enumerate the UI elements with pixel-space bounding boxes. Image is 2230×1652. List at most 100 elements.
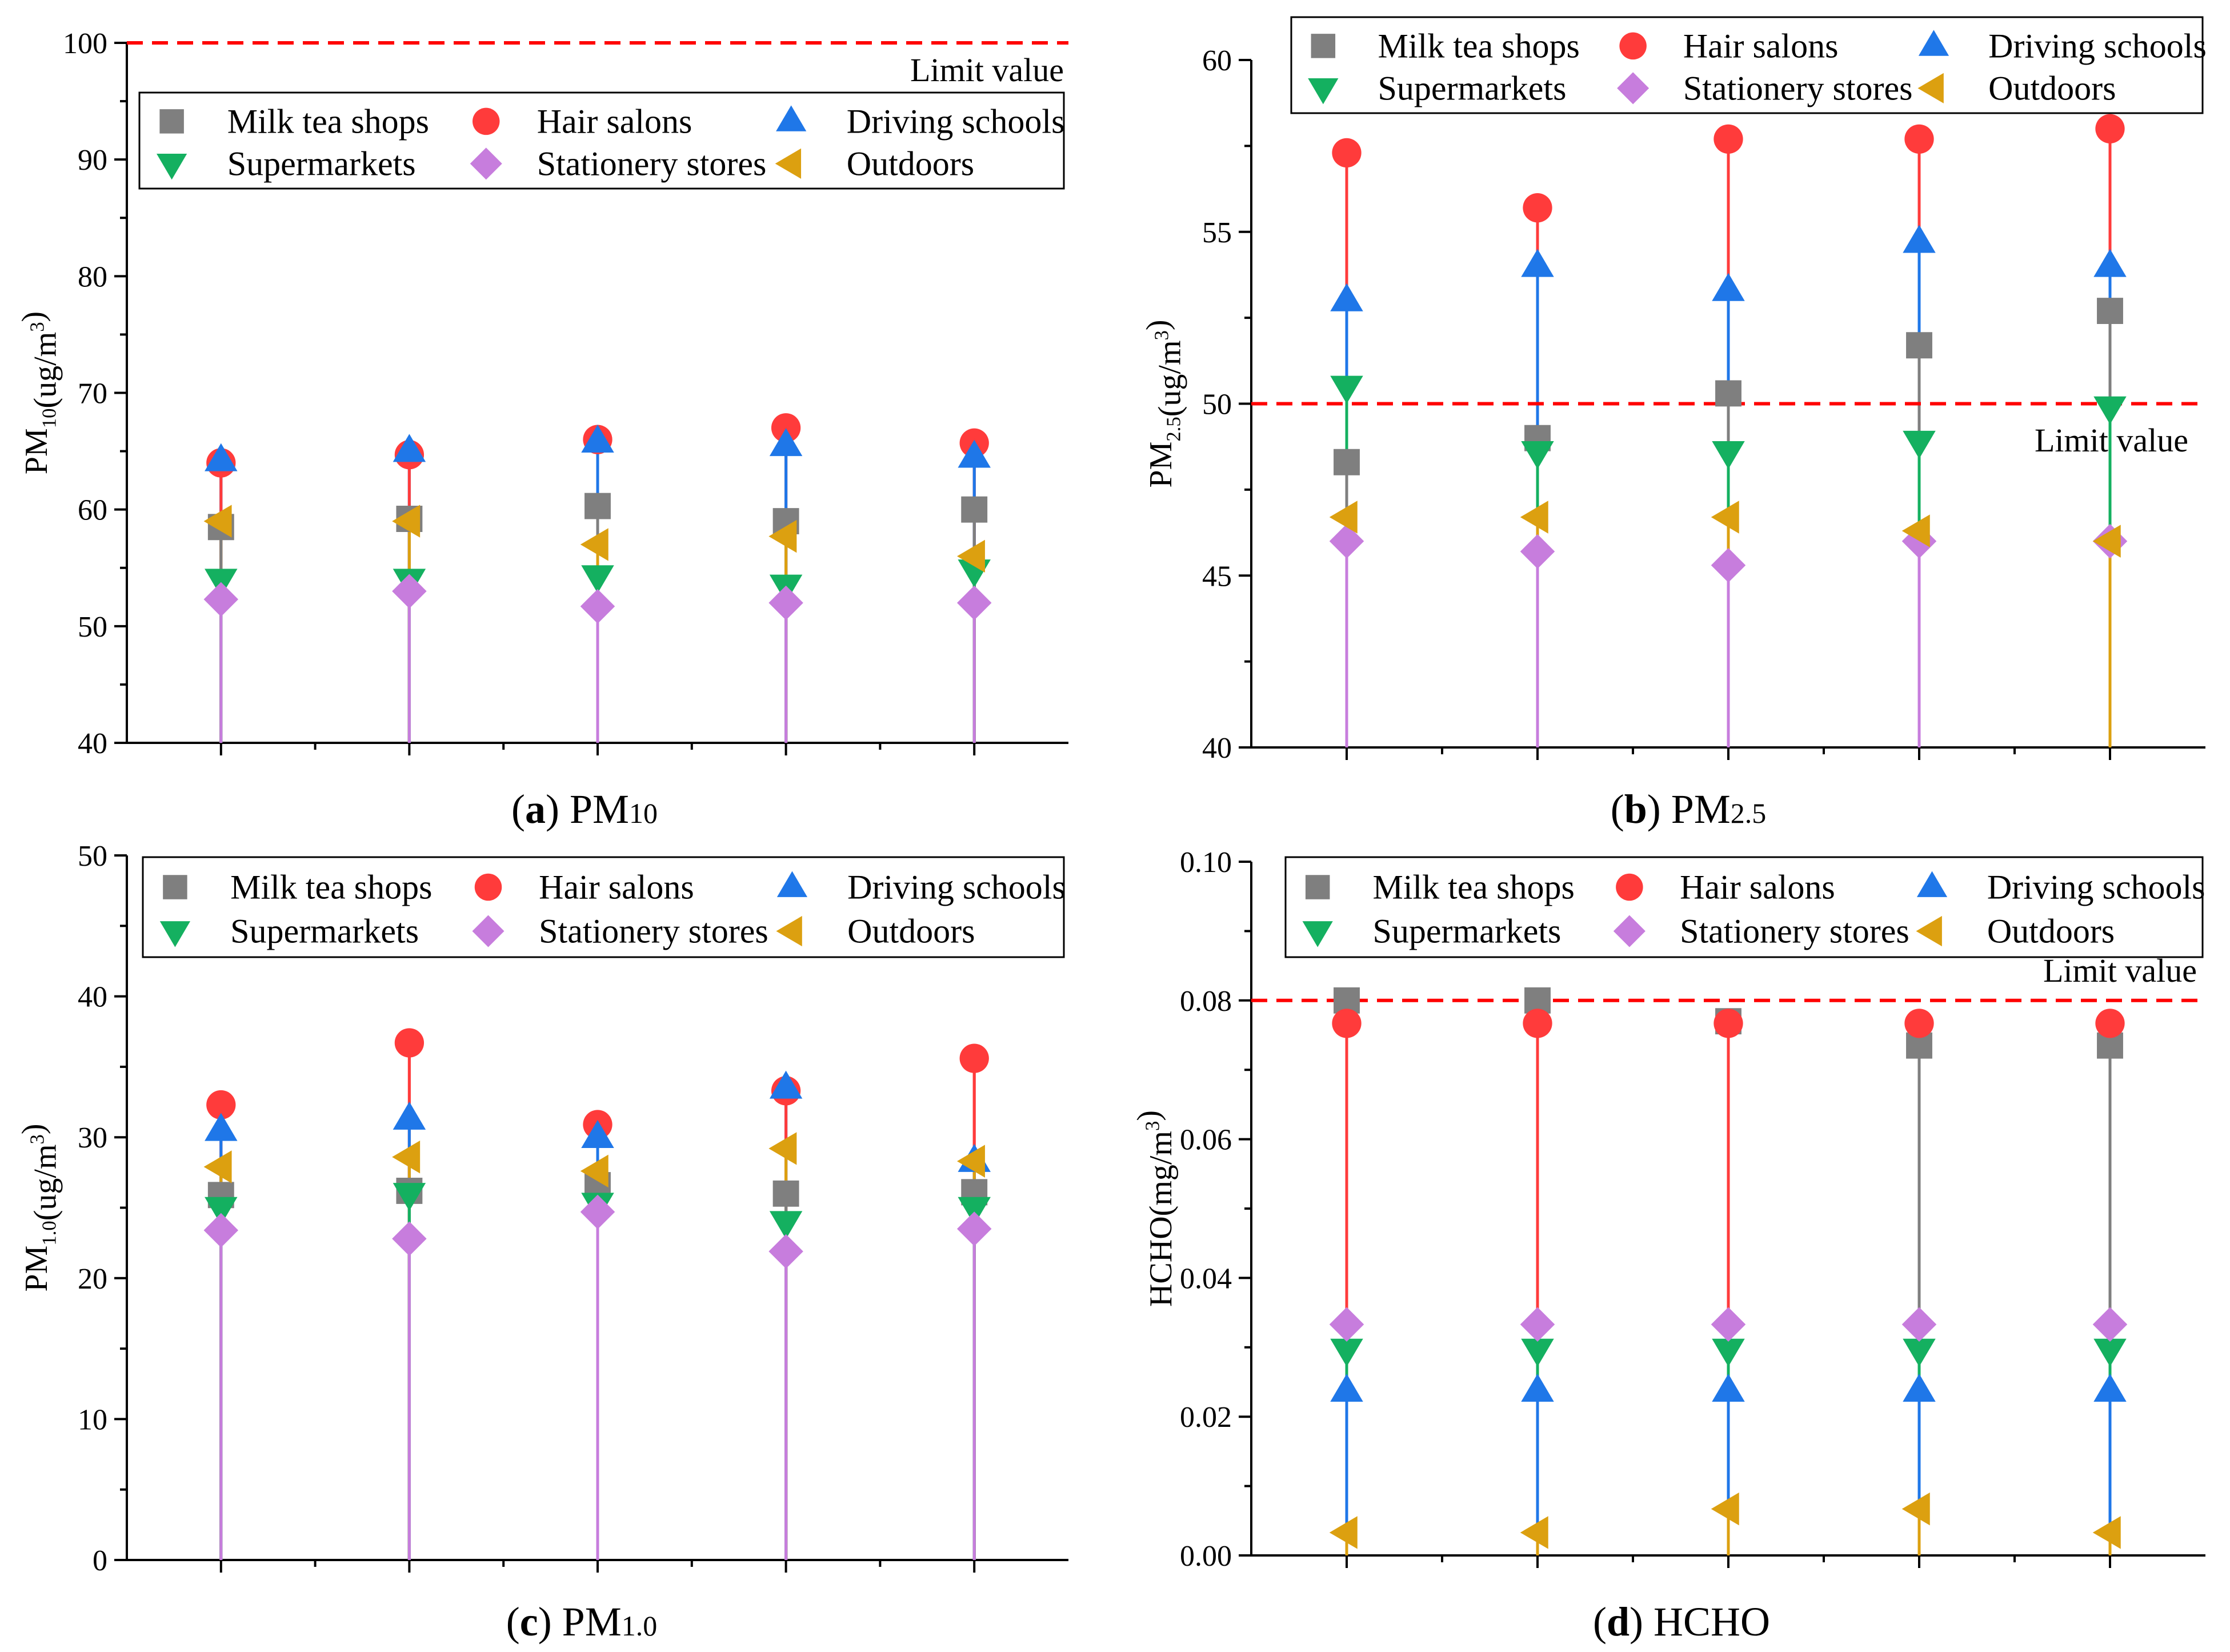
- legend-label-outdoors: Outdoors: [847, 913, 975, 950]
- marker-outdoors: [203, 1150, 232, 1183]
- marker-outdoors: [1711, 1492, 1739, 1526]
- panel-caption: (c) PM1.0: [506, 1599, 658, 1645]
- legend-label-supermarkets: Supermarkets: [230, 913, 419, 950]
- marker-supermarkets: [1712, 1338, 1745, 1367]
- legend-marker-stationery-stores: [1617, 72, 1650, 105]
- marker-outdoors: [956, 539, 985, 573]
- limit-label: Limit value: [2035, 422, 2188, 459]
- marker-milk-tea-shops: [1334, 987, 1360, 1014]
- marker-driving-schools: [205, 443, 238, 471]
- y-tick-label: 0.06: [1180, 1124, 1232, 1157]
- legend-marker-outdoors: [1916, 915, 1942, 947]
- legend-marker-hair-salons: [474, 873, 502, 901]
- marker-outdoors: [956, 1145, 985, 1178]
- y-tick-label: 30: [78, 1122, 107, 1154]
- marker-outdoors: [1711, 501, 1739, 534]
- y-tick-label: 50: [1202, 389, 1232, 421]
- marker-supermarkets: [1521, 1338, 1554, 1367]
- legend-label-milk-tea-shops: Milk tea shops: [230, 869, 432, 906]
- y-axis-title: PM10(ug/m3): [15, 311, 63, 474]
- y-tick-label: 40: [1202, 732, 1232, 765]
- legend-box: [1284, 856, 2204, 958]
- legend-label-hair-salons: Hair salons: [1683, 27, 1839, 65]
- legend-label-driving-schools: Driving schools: [1988, 27, 2207, 65]
- marker-driving-schools: [1330, 283, 1363, 311]
- limit-label: Limit value: [910, 51, 1064, 89]
- legend-label-stationery-stores: Stationery stores: [539, 913, 768, 950]
- legend-marker-hair-salons: [473, 107, 500, 135]
- marker-driving-schools: [393, 1101, 426, 1130]
- legend-label-outdoors: Outdoors: [847, 145, 974, 182]
- legend-box: [1290, 16, 2204, 114]
- legend-label-hair-salons: Hair salons: [537, 102, 692, 140]
- panel-caption: (a) PM10: [511, 786, 658, 832]
- y-tick-label: 45: [1202, 560, 1232, 593]
- legend: Milk tea shops Hair salons Driving schools…: [138, 91, 1065, 190]
- marker-hair-salons: [2095, 114, 2125, 143]
- marker-milk-tea-shops: [1524, 987, 1551, 1014]
- marker-hair-salons: [1713, 124, 1743, 154]
- legend-marker-driving-schools: [776, 105, 807, 131]
- marker-driving-schools: [1712, 273, 1745, 301]
- y-tick-label: 10: [78, 1403, 107, 1436]
- marker-driving-schools: [1903, 225, 1936, 253]
- marker-supermarkets: [1521, 441, 1554, 469]
- marker-stationery-stores: [956, 585, 992, 621]
- marker-outdoors: [768, 1132, 797, 1165]
- legend-label-stationery-stores: Stationery stores: [1680, 913, 1909, 950]
- limit-label: Limit value: [2043, 952, 2197, 989]
- y-tick-label: 0.02: [1180, 1401, 1232, 1434]
- marker-hair-salons: [2095, 1009, 2125, 1038]
- legend-box: [138, 91, 1065, 190]
- marker-driving-schools: [1330, 1374, 1363, 1402]
- y-tick-label: 55: [1202, 217, 1232, 249]
- panel-b: 40 45 50 55 60 PM2.5(ug/m3) Limit value Milk te…: [1140, 16, 2207, 832]
- marker-milk-tea-shops: [772, 1180, 799, 1207]
- marker-hair-salons: [1904, 1009, 1934, 1038]
- marker-outdoors: [1329, 501, 1358, 534]
- marker-supermarkets: [393, 1183, 426, 1211]
- marker-supermarkets: [581, 565, 614, 594]
- marker-hair-salons: [1523, 193, 1552, 223]
- marker-outdoors: [1901, 1492, 1930, 1526]
- marker-driving-schools: [769, 428, 803, 457]
- legend-label-stationery-stores: Stationery stores: [537, 145, 767, 182]
- y-tick-label: 100: [63, 27, 107, 60]
- marker-stationery-stores: [2092, 1307, 2128, 1342]
- marker-hair-salons: [206, 1090, 236, 1120]
- marker-outdoors: [2092, 525, 2121, 558]
- marker-supermarkets: [1330, 1338, 1363, 1367]
- marker-driving-schools: [581, 1119, 614, 1148]
- marker-outdoors: [580, 528, 608, 561]
- marker-driving-schools: [393, 434, 426, 462]
- y-axis-title: HCHO(mg/m3): [1131, 1110, 1179, 1307]
- marker-outdoors: [392, 505, 421, 538]
- legend-label-supermarkets: Supermarkets: [227, 145, 416, 182]
- panel-c: 0 10 20 30 40 50 PM1.0(ug/m3) Milk tea shops Hai…: [15, 840, 1068, 1645]
- legend: Milk tea shops Hair salons Driving schools…: [142, 856, 1066, 958]
- marker-driving-schools: [769, 1070, 803, 1099]
- y-tick-label: 60: [1202, 45, 1232, 77]
- marker-driving-schools: [1712, 1374, 1745, 1402]
- legend-label-stationery-stores: Stationery stores: [1683, 69, 1913, 107]
- y-tick-label: 20: [78, 1263, 107, 1295]
- marker-stationery-stores: [1329, 523, 1364, 559]
- marker-stationery-stores: [1711, 547, 1746, 583]
- marker-milk-tea-shops: [1334, 449, 1360, 475]
- y-axis-title: PM2.5(ug/m3): [1140, 319, 1187, 487]
- legend-marker-milk-tea-shops: [163, 875, 187, 899]
- legend-label-milk-tea-shops: Milk tea shops: [227, 102, 429, 140]
- marker-driving-schools: [1903, 1374, 1936, 1402]
- marker-stationery-stores: [1901, 1307, 1937, 1342]
- marker-milk-tea-shops: [2097, 298, 2123, 325]
- marker-milk-tea-shops: [961, 496, 988, 523]
- legend: Milk tea shops Hair salons Driving schools…: [1284, 856, 2205, 958]
- marker-outdoors: [392, 1140, 421, 1174]
- marker-stationery-stores: [1711, 1307, 1746, 1342]
- marker-milk-tea-shops: [1906, 1032, 1932, 1059]
- marker-supermarkets: [1330, 375, 1363, 404]
- legend-marker-milk-tea-shops: [1305, 875, 1330, 899]
- legend-marker-driving-schools: [776, 871, 808, 897]
- marker-hair-salons: [1332, 138, 1362, 168]
